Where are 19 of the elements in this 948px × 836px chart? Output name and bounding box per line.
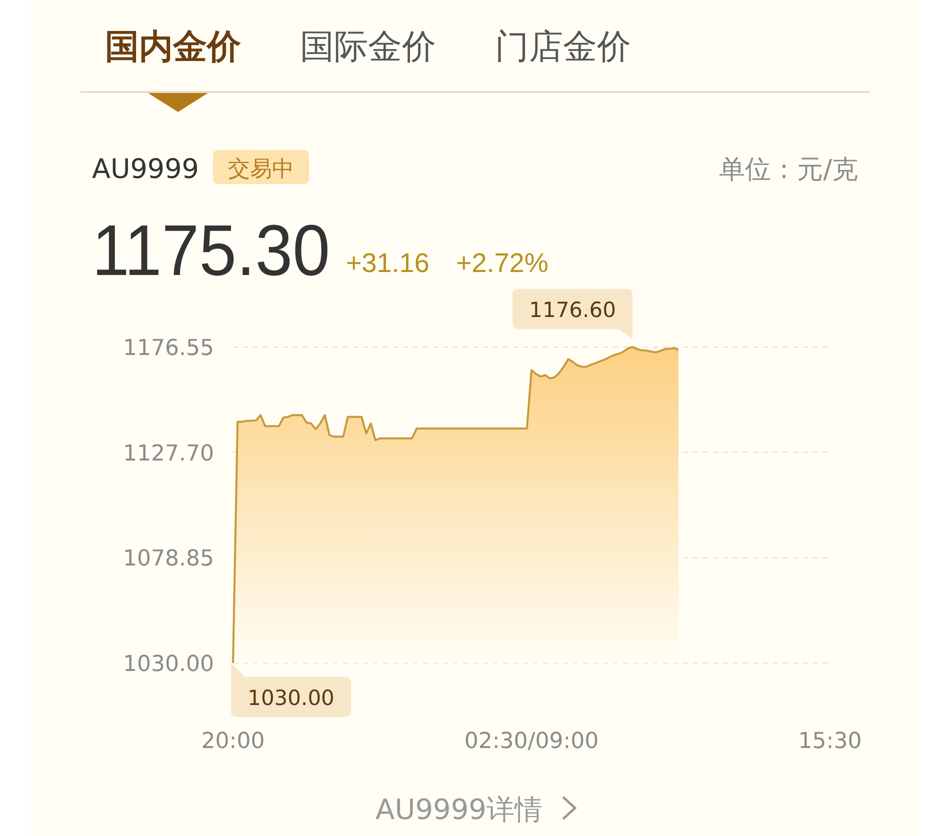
y-tick-label: 1078.85 — [123, 546, 214, 572]
text: 单位：元/克 — [719, 155, 858, 185]
x-tick-label: 15:30 — [798, 729, 862, 754]
text: 交易中 — [228, 157, 294, 182]
x-tick-label: 02:30/09:00 — [464, 729, 599, 754]
chart-title: AU9999 — [92, 154, 199, 185]
text: 1175.30 — [92, 211, 347, 291]
text: +2.72% — [456, 248, 548, 278]
text: 1176.60 — [529, 298, 616, 322]
text: 门店金价 — [495, 27, 631, 67]
y-tick-label: 1176.55 — [123, 336, 214, 362]
y-tick-label: 1127.70 — [123, 441, 214, 466]
x-tick-label: 20:00 — [201, 729, 265, 754]
annotation: 1030.00 — [248, 686, 334, 710]
text: 国际金价 — [300, 27, 436, 67]
text: 国内金价 — [105, 27, 242, 67]
y-tick-label: 1030.00 — [123, 652, 214, 677]
text: AU9999详情 — [376, 793, 542, 826]
text: +31.16 — [346, 248, 430, 278]
